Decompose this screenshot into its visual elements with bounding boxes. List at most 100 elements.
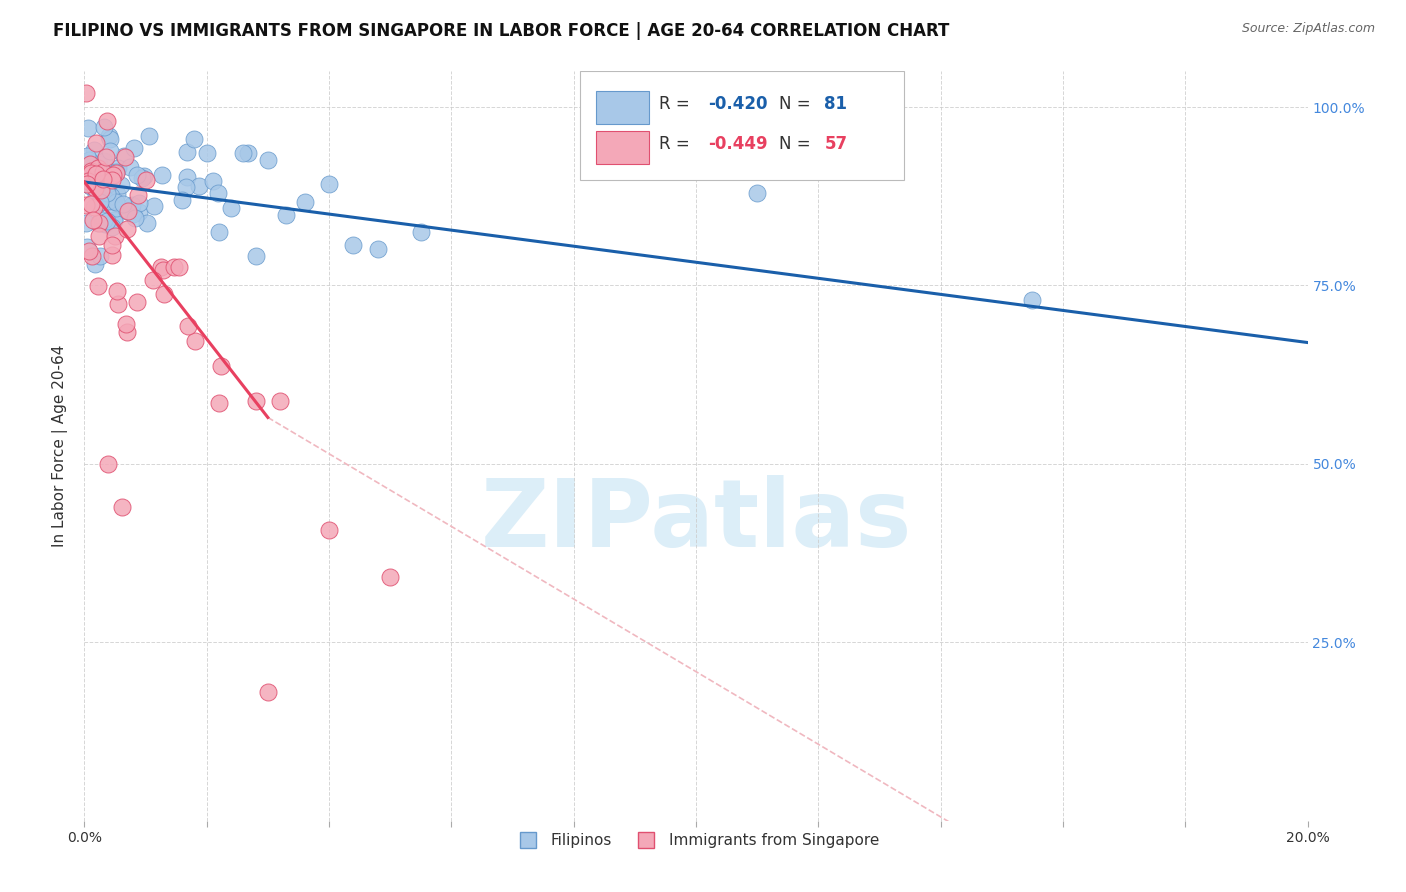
Point — [208, 396, 231, 410]
Text: ZIPatlas: ZIPatlas — [481, 475, 911, 567]
Point — [747, 186, 769, 200]
Text: -0.420: -0.420 — [709, 95, 768, 112]
Point — [125, 294, 148, 309]
Point — [77, 244, 100, 258]
Point — [97, 177, 120, 191]
Point — [219, 201, 242, 215]
Point — [79, 157, 101, 171]
Point — [127, 187, 149, 202]
Point — [89, 249, 111, 263]
Point — [115, 317, 138, 331]
Point — [97, 457, 120, 471]
Text: FILIPINO VS IMMIGRANTS FROM SINGAPORE IN LABOR FORCE | AGE 20-64 CORRELATION CHA: FILIPINO VS IMMIGRANTS FROM SINGAPORE IN… — [53, 22, 950, 40]
Point — [96, 214, 118, 228]
Point — [98, 128, 121, 143]
Point — [107, 186, 129, 201]
Point — [83, 143, 105, 157]
Point — [184, 334, 207, 349]
Point — [98, 144, 121, 158]
Text: -0.449: -0.449 — [709, 135, 768, 153]
Point — [97, 194, 120, 208]
Point — [101, 238, 124, 252]
Point — [105, 166, 128, 180]
Point — [169, 260, 191, 275]
Point — [87, 228, 110, 243]
Point — [294, 194, 316, 209]
Point — [100, 172, 122, 186]
Point — [83, 200, 105, 214]
Point — [245, 249, 267, 263]
Point — [136, 216, 159, 230]
FancyBboxPatch shape — [596, 91, 650, 124]
Point — [104, 229, 127, 244]
Point — [120, 160, 142, 174]
Point — [83, 257, 105, 271]
Point — [76, 174, 98, 188]
Point — [107, 161, 129, 175]
Point — [115, 221, 138, 235]
Point — [87, 197, 110, 211]
Point — [152, 262, 174, 277]
Point — [209, 359, 232, 373]
Point — [94, 217, 117, 231]
Point — [101, 168, 124, 182]
Point — [143, 199, 166, 213]
Point — [82, 212, 104, 227]
Point — [105, 164, 128, 178]
Point — [98, 132, 121, 146]
Text: N =: N = — [779, 135, 815, 153]
Point — [103, 212, 125, 227]
Point — [318, 178, 340, 192]
Point — [111, 197, 134, 211]
Point — [80, 164, 103, 178]
Point — [177, 318, 200, 333]
Point — [75, 216, 97, 230]
Point — [87, 216, 110, 230]
Point — [111, 500, 134, 514]
Point — [87, 156, 110, 170]
FancyBboxPatch shape — [579, 71, 904, 180]
Point — [257, 153, 280, 168]
Point — [409, 225, 432, 239]
Point — [75, 86, 97, 100]
Point — [83, 181, 105, 195]
Point — [269, 394, 291, 409]
Point — [207, 186, 229, 200]
Point — [153, 287, 176, 301]
Point — [245, 393, 267, 408]
Point — [90, 183, 112, 197]
Point — [138, 128, 160, 143]
Legend: Filipinos, Immigrants from Singapore: Filipinos, Immigrants from Singapore — [506, 827, 886, 855]
Point — [232, 146, 254, 161]
Point — [79, 179, 101, 194]
Point — [131, 171, 153, 186]
Point — [91, 166, 114, 180]
Point — [100, 189, 122, 203]
Point — [101, 248, 124, 262]
Point — [172, 193, 194, 207]
Point — [76, 121, 98, 136]
Point — [122, 141, 145, 155]
Point — [236, 146, 259, 161]
Point — [80, 197, 103, 211]
Point — [75, 168, 97, 182]
Point — [132, 169, 155, 183]
Point — [110, 178, 132, 192]
Point — [201, 174, 224, 188]
Point — [93, 153, 115, 168]
Point — [188, 179, 211, 194]
Point — [174, 180, 197, 194]
Point — [105, 194, 128, 209]
Text: R =: R = — [659, 135, 696, 153]
Point — [150, 168, 173, 182]
Point — [82, 161, 104, 176]
Point — [127, 168, 149, 182]
Point — [380, 570, 402, 584]
Point — [76, 177, 98, 191]
Point — [105, 201, 128, 215]
Text: 81: 81 — [824, 95, 848, 112]
Point — [96, 186, 118, 200]
Point — [76, 149, 98, 163]
Point — [82, 249, 104, 263]
Point — [128, 205, 150, 219]
